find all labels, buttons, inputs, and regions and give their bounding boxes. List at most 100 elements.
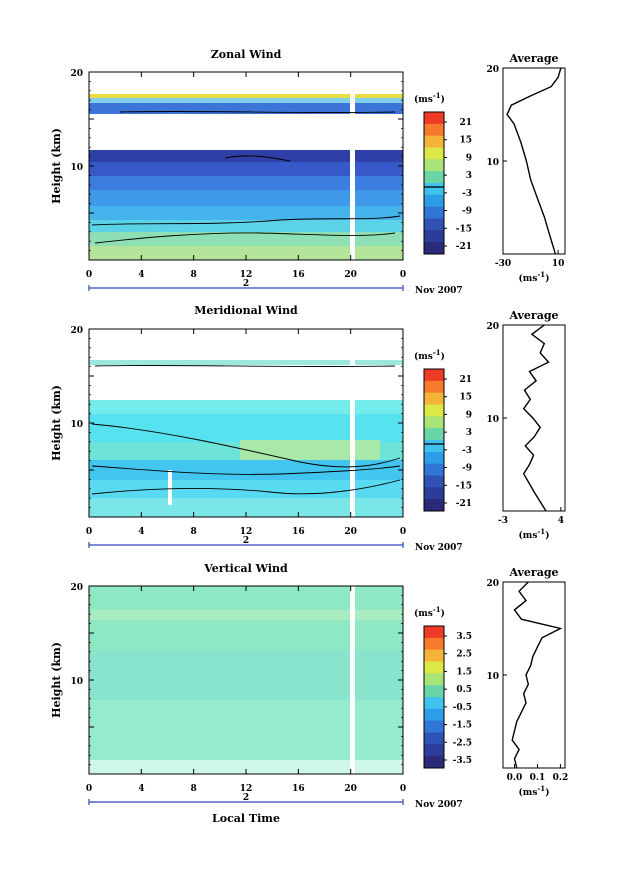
- colorbar-tick-label: -15: [456, 224, 472, 234]
- colorbar-tick-label: -15: [456, 481, 472, 491]
- profile-y-tick-label: 10: [486, 672, 499, 682]
- colorbar-swatch: [424, 649, 444, 662]
- colorbar-tick-label: 3.5: [456, 632, 472, 642]
- colorbar-tick-label: -3: [462, 189, 472, 199]
- profile-x-axis-label: (ms-1): [519, 784, 550, 798]
- colorbar-unit: (ms-1): [414, 605, 445, 619]
- colorbar-unit: (ms-1): [414, 348, 445, 362]
- profile-x-axis-label: (ms-1): [519, 527, 550, 541]
- colorbar-swatch: [424, 135, 444, 148]
- colorbar-swatch: [424, 451, 444, 465]
- colorbar-unit-close: ): [441, 608, 445, 619]
- colorbar-swatch: [424, 708, 444, 722]
- y-tick-label: 20: [70, 583, 83, 593]
- colorbar-swatch: [424, 685, 444, 698]
- x-tick-label: 16: [292, 270, 305, 280]
- colorbar-swatch: [424, 123, 444, 137]
- x-tick-label: 4: [138, 784, 144, 794]
- x-tick-label: 20: [344, 527, 357, 537]
- average-title: Average: [508, 309, 558, 322]
- profile-unit-close: ): [545, 273, 549, 284]
- profile-y-tick-label: 20: [486, 579, 499, 589]
- profile-unit-text: (ms: [519, 787, 538, 798]
- profile-x-tick-label: -30: [495, 259, 511, 269]
- profile-x-tick-label: -3: [498, 516, 508, 526]
- profile-unit-text: (ms: [519, 273, 538, 284]
- y-axis-label: Height (km): [50, 128, 63, 204]
- profile-y-tick-label: 20: [486, 322, 499, 332]
- profile-unit-close: ): [545, 787, 549, 798]
- date-marker: 2: [243, 793, 249, 803]
- colorbar-tick-label: -3: [462, 446, 472, 456]
- colorbar-swatch: [424, 392, 444, 405]
- panel-title: Meridional Wind: [194, 304, 298, 317]
- profile-unit-close: ): [545, 530, 549, 541]
- colorbar-frame: [423, 368, 445, 512]
- profile-x-tick-label: 0.2: [553, 773, 569, 783]
- profile-frame: [502, 324, 566, 512]
- colorbar-swatch: [424, 404, 444, 417]
- colorbar-swatch: [424, 194, 444, 208]
- profile-x-tick-label: 0.1: [530, 773, 546, 783]
- colorbar-swatch: [424, 673, 444, 686]
- colorbar-tick-label: 21: [459, 375, 472, 385]
- colorbar-swatch: [424, 756, 444, 769]
- colorbar-swatch: [424, 159, 444, 172]
- colorbar-swatch: [424, 732, 444, 745]
- colorbar-unit-exp: -1: [433, 605, 441, 614]
- colorbar-swatch: [424, 218, 444, 231]
- colorbar-swatch: [424, 475, 444, 488]
- colorbar-swatch: [424, 440, 444, 453]
- colorbar-swatch: [424, 230, 444, 243]
- y-tick-label: 10: [70, 677, 83, 687]
- x-tick-label: 20: [344, 784, 357, 794]
- colorbar-tick-label: 3: [466, 171, 472, 181]
- colorbar-tick-label: 9: [466, 153, 472, 163]
- x-tick-label: 0: [400, 784, 406, 794]
- colorbar-tick-label: -1.5: [453, 721, 472, 731]
- colorbar-unit-close: ): [441, 94, 445, 105]
- profile-x-tick-label: 4: [558, 516, 564, 526]
- profile-x-tick-label: 10: [552, 259, 565, 269]
- colorbar-tick-label: 0.5: [456, 685, 472, 695]
- x-axis-label: Local Time: [212, 812, 280, 825]
- date-marker: 2: [243, 279, 249, 289]
- colorbar-frame: [423, 625, 445, 769]
- x-tick-label: 12: [240, 270, 253, 280]
- x-tick-label: 0: [86, 527, 92, 537]
- profile-frame: [502, 67, 566, 255]
- colorbar-swatch: [424, 697, 444, 710]
- panel-title: Zonal Wind: [211, 48, 282, 61]
- colorbar-swatch: [424, 183, 444, 196]
- x-tick-label: 8: [191, 784, 197, 794]
- colorbar-tick-label: -9: [462, 464, 472, 474]
- x-tick-label: 4: [138, 527, 144, 537]
- colorbar-tick-label: 9: [466, 410, 472, 420]
- colorbar-swatch: [424, 428, 444, 441]
- colorbar-tick-label: -2.5: [453, 738, 472, 748]
- colorbar-swatch: [424, 112, 444, 125]
- average-profile-line: [511, 581, 563, 769]
- heatmap-field: [89, 329, 403, 517]
- colorbar-tick-label: -3.5: [453, 756, 472, 766]
- average-title: Average: [508, 52, 558, 65]
- colorbar-unit-text: (ms: [414, 608, 433, 619]
- colorbar-swatch: [424, 661, 444, 674]
- x-tick-label: 16: [292, 527, 305, 537]
- x-tick-label: 0: [86, 270, 92, 280]
- x-tick-label: 8: [191, 270, 197, 280]
- average-title: Average: [508, 566, 558, 579]
- colorbar-swatch: [424, 637, 444, 651]
- y-axis-label: Height (km): [50, 642, 63, 718]
- meridional-wind-panel: Meridional Wind: [89, 304, 403, 517]
- colorbar-tick-label: 15: [459, 136, 472, 146]
- profile-unit-exp: -1: [537, 527, 545, 536]
- colorbar-unit-text: (ms: [414, 351, 433, 362]
- y-axis-label: Height (km): [50, 385, 63, 461]
- x-tick-label: 4: [138, 270, 144, 280]
- profile-y-tick-label: 10: [486, 158, 499, 168]
- average-profile-line: [506, 67, 562, 255]
- colorbar-swatch: [424, 380, 444, 394]
- y-tick-label: 20: [70, 69, 83, 79]
- colorbar-tick-label: 2.5: [456, 650, 472, 660]
